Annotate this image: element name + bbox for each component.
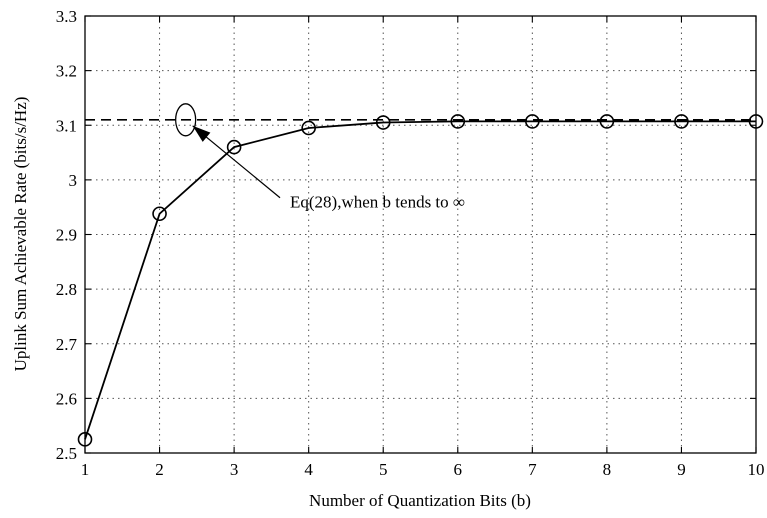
- data-point-marker: [226, 139, 242, 155]
- y-axis-label: Uplink Sum Achievable Rate (bits/s/Hz): [11, 97, 30, 372]
- x-tick-label: 4: [304, 460, 313, 479]
- x-tick-label: 3: [230, 460, 239, 479]
- data-point-marker: [674, 114, 689, 129]
- x-tick-label: 9: [677, 460, 686, 479]
- y-tick-label: 2.8: [56, 280, 77, 299]
- x-tick-labels: 1 2 3 4 5 6 7 8 9 10: [81, 460, 765, 479]
- y-tick-label: 2.9: [56, 226, 77, 245]
- data-point-marker: [450, 114, 466, 129]
- data-point-marker: [525, 114, 540, 129]
- y-tick-label: 3.3: [56, 7, 77, 26]
- grid-lines: [85, 16, 756, 453]
- y-tick-label: 3.2: [56, 62, 77, 81]
- data-point-marker: [152, 206, 167, 222]
- data-point-marker: [599, 114, 615, 129]
- annotation-arrow-head: [192, 125, 211, 142]
- annotation-arrow-line: [192, 125, 281, 199]
- y-tick-label: 2.7: [56, 335, 78, 354]
- x-tick-label: 10: [748, 460, 765, 479]
- x-tick-label: 7: [528, 460, 537, 479]
- tick-marks: [84, 15, 757, 454]
- x-tick-label: 2: [155, 460, 164, 479]
- y-tick-label: 2.5: [56, 444, 77, 463]
- x-tick-label: 5: [379, 460, 388, 479]
- y-tick-label: 2.6: [56, 389, 77, 408]
- x-tick-label: 8: [603, 460, 612, 479]
- annotation-ellipse: [174, 103, 197, 137]
- data-point-marker: [301, 120, 316, 136]
- data-point-marker: [375, 115, 391, 130]
- y-tick-label: 3.1: [56, 116, 77, 135]
- series-line: [84, 120, 756, 440]
- y-tick-labels: 2.5 2.6 2.7 2.8 2.9 3 3.1 3.2 3.3: [56, 7, 78, 463]
- annotation: Eq(28),when b tends to ∞: [174, 103, 465, 212]
- annotation-text: Eq(28),when b tends to ∞: [290, 193, 465, 212]
- x-tick-label: 1: [81, 460, 90, 479]
- x-tick-label: 6: [454, 460, 463, 479]
- y-tick-label: 3: [69, 171, 78, 190]
- x-axis-label: Number of Quantization Bits (b): [309, 491, 531, 510]
